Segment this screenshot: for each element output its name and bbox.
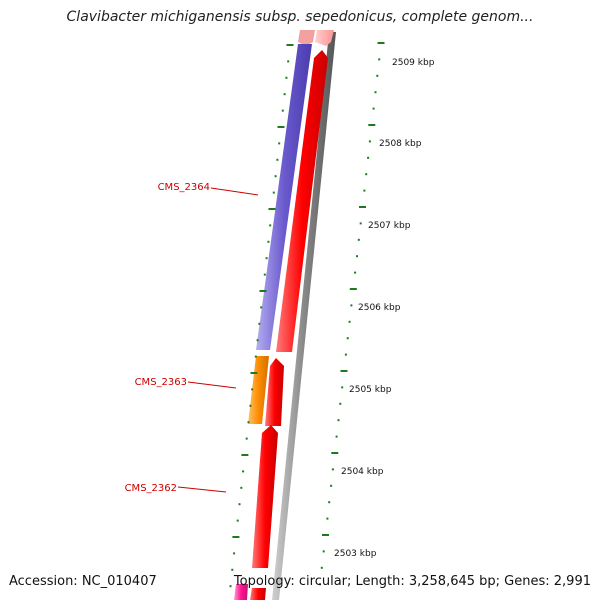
ruler-tick-label: 2509 kbp [392, 58, 435, 68]
ruler-tick [241, 454, 249, 456]
ruler-tick [283, 93, 286, 96]
accession-text: Accession: NC_010407 [9, 574, 157, 589]
cds-red-feature[interactable] [265, 358, 284, 426]
ruler-tick [331, 468, 334, 471]
ruler-tick [287, 60, 290, 63]
genome-info-text: Topology: circular; Length: 3,258,645 bp… [233, 574, 591, 589]
cds-red-feature[interactable] [250, 588, 266, 600]
ruler-tick [286, 44, 294, 46]
gene-label-CMS_2362[interactable]: CMS_2362 [125, 483, 177, 494]
ruler-tick [328, 501, 331, 504]
ruler-tick [326, 517, 329, 520]
ruler-tick [348, 320, 351, 323]
ruler-tick [233, 552, 236, 555]
cds-red-feature[interactable] [276, 50, 328, 352]
ruler-tick [344, 353, 347, 356]
ruler-tick [330, 484, 333, 487]
feature-faded-top [315, 30, 334, 46]
ruler-tick [339, 402, 342, 405]
ruler-tick [322, 550, 325, 553]
ruler-tick [376, 74, 379, 77]
ruler-tick [260, 306, 263, 309]
ruler-tick [374, 91, 377, 94]
ruler-tick [331, 452, 339, 454]
leader-line-CMS_2363 [187, 381, 237, 389]
ruler-tick [319, 583, 321, 586]
ruler-tick [354, 271, 357, 274]
ruler-tick [281, 109, 284, 112]
cds-red-feature[interactable] [252, 425, 278, 568]
ruler-tick [378, 58, 381, 61]
ruler-tick [320, 566, 323, 569]
ruler-tick [359, 206, 366, 208]
ruler-tick [359, 222, 362, 225]
ruler-tick [367, 156, 370, 159]
ruler-ticks [229, 42, 385, 588]
ruler-tick [363, 189, 366, 192]
ruler-tick [267, 240, 270, 243]
ruler-tick [377, 42, 385, 44]
map-title: Clavibacter michiganensis subsp. sepedon… [66, 9, 534, 25]
gene-label-CMS_2363[interactable]: CMS_2363 [135, 377, 187, 388]
ruler-tick [240, 486, 243, 489]
ruler-tick [263, 273, 266, 276]
leader-line-CMS_2364 [210, 187, 259, 196]
ruler-tick [259, 290, 267, 292]
genome-backbone [272, 32, 336, 600]
ruler-tick-label: 2503 kbp [334, 549, 377, 559]
ruler-tick-label: 2505 kbp [349, 385, 392, 395]
ruler-tick [368, 124, 376, 126]
ruler-tick-label: 2507 kbp [368, 221, 411, 231]
ruler-tick [349, 288, 357, 290]
ruler-tick [254, 355, 257, 358]
ruler-tick [247, 421, 250, 424]
ruler-tick [245, 437, 248, 440]
ruler-tick [256, 339, 259, 342]
ruler-tick [346, 337, 349, 340]
ruler-tick [274, 175, 277, 178]
ruler-tick [272, 191, 275, 194]
ruler-tick [242, 470, 245, 473]
ruler-tick [277, 126, 285, 128]
ruler-tick [340, 370, 348, 372]
ruler-tick [365, 173, 368, 176]
feature-faded-top-2 [298, 30, 315, 46]
gene-label-CMS_2364[interactable]: CMS_2364 [158, 182, 210, 193]
ruler-tick [258, 322, 261, 325]
leader-line-CMS_2362 [177, 486, 227, 493]
ruler-tick-label: 2506 kbp [358, 303, 401, 313]
ruler-tick-label: 2508 kbp [379, 139, 422, 149]
ruler-tick [322, 534, 329, 536]
ruler-tick [341, 386, 344, 389]
ruler-tick [236, 519, 239, 522]
ruler-tick [278, 142, 281, 145]
ruler-tick [276, 158, 279, 161]
gene-pink-feature[interactable] [234, 584, 248, 600]
ruler-tick [350, 304, 353, 307]
ruler-tick [337, 419, 340, 422]
ruler-tick [285, 76, 288, 79]
ruler-tick [335, 435, 338, 438]
ruler-tick-label: 2504 kbp [341, 467, 384, 477]
gene-CMS_2364[interactable] [256, 44, 312, 350]
ruler-tick [251, 388, 254, 391]
ruler-tick [232, 536, 240, 538]
ruler-tick [357, 238, 360, 241]
ruler-tick [249, 404, 252, 407]
ruler-tick [368, 140, 371, 143]
ruler-tick [356, 255, 358, 258]
ruler-tick [238, 503, 241, 506]
ruler-tick [231, 568, 234, 571]
ruler-tick [372, 107, 375, 110]
ruler-tick [268, 208, 276, 210]
ruler-tick [250, 372, 258, 374]
gene-CMS_2363[interactable] [248, 356, 269, 424]
ruler-tick [265, 257, 268, 260]
ruler-tick [269, 224, 272, 227]
ruler-tick [229, 585, 232, 588]
